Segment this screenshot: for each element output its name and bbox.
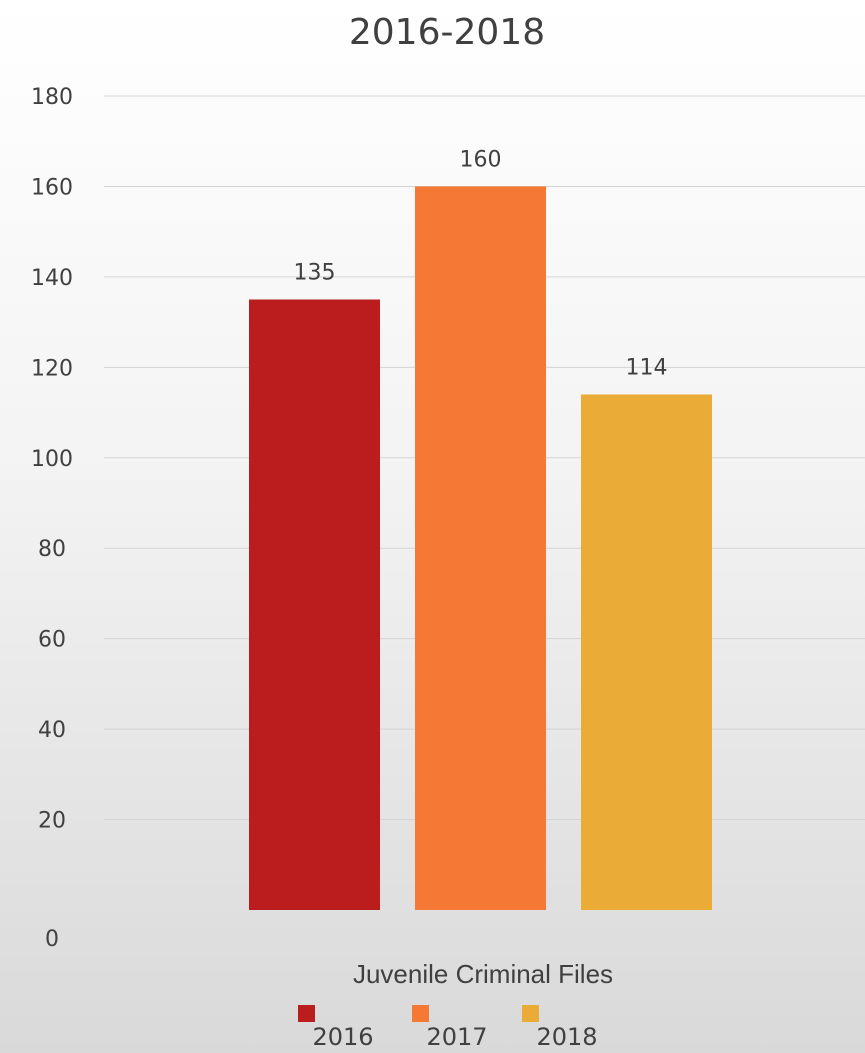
legend-label-2018: 2018 bbox=[536, 1023, 597, 1051]
legend-label-2017: 2017 bbox=[426, 1023, 487, 1051]
y-tick-label: 100 bbox=[31, 447, 73, 472]
data-label-2017: 160 bbox=[460, 147, 502, 172]
y-tick-label: 20 bbox=[38, 809, 66, 834]
legend-swatch-2018 bbox=[522, 1005, 539, 1022]
y-axis-tick-labels: 0 20 40 60 80 100 120 140 160 180 bbox=[31, 85, 73, 952]
y-tick-label: 0 bbox=[45, 927, 59, 952]
y-tick-label: 140 bbox=[31, 266, 73, 291]
legend-swatch-2017 bbox=[412, 1005, 429, 1022]
bars bbox=[249, 186, 712, 910]
y-tick-label: 180 bbox=[31, 85, 73, 110]
legend: 2016 2017 2018 bbox=[298, 1005, 598, 1051]
bar-2017 bbox=[415, 186, 546, 910]
chart-title: 2016-2018 bbox=[349, 12, 545, 53]
data-labels: 135 160 114 bbox=[294, 147, 668, 380]
legend-label-2016: 2016 bbox=[312, 1023, 373, 1051]
data-label-2016: 135 bbox=[294, 261, 336, 286]
x-axis-category-label: Juvenile Criminal Files bbox=[353, 959, 613, 989]
y-tick-label: 80 bbox=[38, 537, 66, 562]
bar-2016 bbox=[249, 299, 380, 910]
y-tick-label: 40 bbox=[38, 718, 66, 743]
bar-2018 bbox=[581, 394, 712, 910]
y-tick-label: 120 bbox=[31, 356, 73, 381]
y-tick-label: 160 bbox=[31, 175, 73, 200]
data-label-2018: 114 bbox=[626, 355, 668, 380]
y-tick-label: 60 bbox=[38, 628, 66, 653]
legend-swatch-2016 bbox=[298, 1005, 315, 1022]
